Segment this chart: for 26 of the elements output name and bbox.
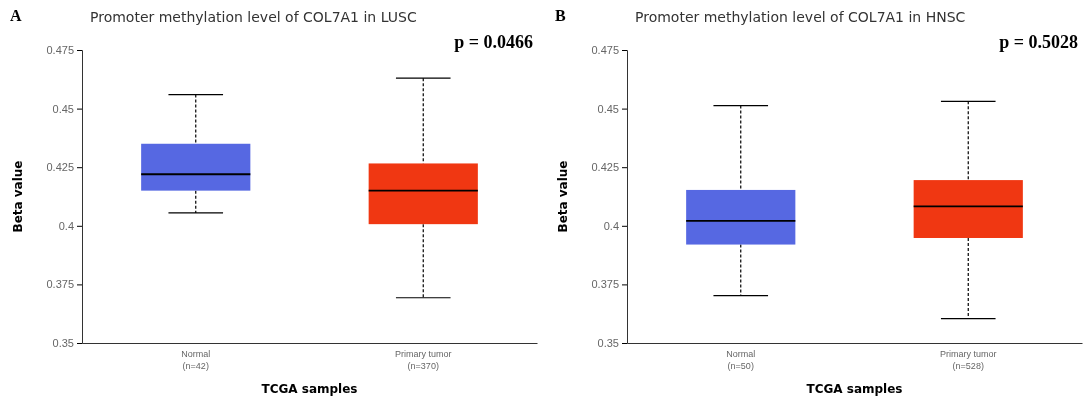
x-tick-label: Normal (n=50) [726,349,756,371]
y-tick-label: 0.35 [597,337,619,350]
x-tick-label: Primary tumor (n=370) [394,349,452,371]
y-axis-title: Beta value [556,160,570,233]
y-axis-title: Beta value [11,160,25,233]
y-tick-label: 0.4 [603,219,619,232]
chart-title: Promoter methylation level of COL7A1 in LUSC [90,9,417,25]
x-axis-title: TCGA samples [806,382,903,396]
y-tick-label: 0.375 [46,278,74,291]
y-tick-label: 0.45 [597,102,619,115]
y-tick-label: 0.4 [58,219,74,232]
text: A [10,7,22,24]
annotation: p = 0.5028 [999,32,1078,52]
chart-title: Promoter methylation level of COL7A1 in HNSC [635,9,966,25]
x-tick-label: Normal (n=42) [181,349,211,371]
annotation: p = 0.0466 [454,32,533,52]
y-tick-label: 0.35 [52,337,74,350]
text: B [555,7,566,24]
y-tick-label: 0.375 [591,278,619,291]
y-tick-label: 0.45 [52,102,74,115]
x-axis-title: TCGA samples [261,382,358,396]
y-tick-label: 0.425 [591,161,619,174]
y-tick-label: 0.425 [46,161,74,174]
x-tick-label: Primary tumor (n=528) [939,349,997,371]
y-tick-label: 0.475 [46,44,74,57]
y-tick-label: 0.475 [591,44,619,57]
